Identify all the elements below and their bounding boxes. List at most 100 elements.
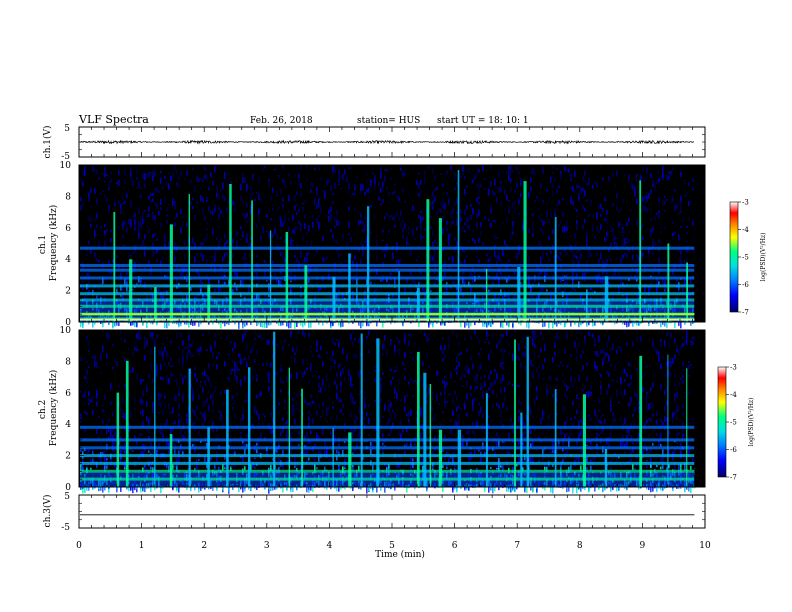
spectrogram-speckle: [448, 266, 450, 269]
spectrogram-speckle: [606, 270, 608, 276]
spectrogram-speckle: [198, 320, 200, 327]
spectrogram-speckle: [468, 321, 470, 329]
spectrogram-speckle: [310, 364, 312, 372]
spectrogram-speckle: [232, 238, 234, 244]
spectrogram-speckle: [242, 406, 244, 414]
spectrogram-speckle: [192, 237, 194, 245]
spectrogram-speckle: [180, 272, 182, 280]
spectrogram-speckle: [692, 177, 694, 183]
spectrogram-speckle: [240, 195, 242, 201]
spectrogram-speckle: [334, 182, 336, 189]
spectrogram-speckle: [158, 394, 160, 400]
spectrogram-speckle: [314, 253, 316, 257]
spectrogram-speckle: [312, 375, 314, 378]
spectrogram-speckle: [266, 339, 268, 345]
spectrogram-speckle: [424, 288, 426, 292]
spectrogram-speckle: [246, 344, 248, 351]
spectrogram-speckle: [252, 366, 254, 370]
spectrogram-speckle: [430, 321, 432, 325]
spectrogram-speckle: [312, 401, 314, 404]
spectrogram-speckle: [274, 272, 276, 275]
spectrogram-speckle: [366, 173, 368, 176]
spectrogram-speckle: [136, 333, 138, 338]
spectrogram-speckle: [182, 349, 184, 355]
spectrogram-speckle: [284, 217, 286, 223]
spectrogram-speckle: [340, 409, 342, 413]
spectrogram-speckle: [200, 346, 202, 352]
spectrogram-speckle: [300, 392, 302, 396]
spectrogram-speckle: [176, 271, 178, 274]
spectrogram-speckle: [296, 336, 298, 339]
spectrogram-speckle: [198, 286, 200, 292]
spectrogram-speckle: [106, 429, 108, 435]
spectrogram-speckle: [218, 466, 220, 473]
spectrogram-speckle: [522, 229, 524, 233]
spectrogram-speckle: [244, 335, 246, 339]
spectrogram-speckle: [310, 449, 312, 451]
spectrogram-speckle: [498, 278, 500, 284]
spectrogram-speckle: [258, 266, 260, 271]
spectrogram-speckle: [446, 229, 448, 232]
spectrogram-speckle: [664, 321, 666, 327]
spectrogram-speckle: [476, 213, 478, 219]
spectrogram-speckle: [272, 187, 274, 193]
spectrogram-speckle: [154, 215, 156, 220]
spectrogram-speckle: [148, 374, 150, 379]
spectrogram-speckle: [480, 231, 482, 237]
spectrogram-speckle: [174, 260, 176, 263]
spectrogram-speckle: [164, 239, 166, 243]
spectrogram-speckle: [290, 321, 292, 329]
spectrogram-speckle: [290, 286, 292, 290]
spectrogram-speckle: [418, 172, 420, 175]
spectrogram-speckle: [246, 218, 248, 224]
spectrogram-speckle: [580, 254, 582, 259]
spectrogram-speckle: [430, 202, 432, 206]
spectrogram-speckle: [86, 335, 88, 340]
spectrogram-speckle: [316, 348, 318, 352]
spectrogram-speckle: [546, 252, 548, 256]
spectrogram-speckle: [374, 289, 376, 293]
spectrogram-speckle: [336, 292, 338, 300]
spectrogram-speckle: [214, 256, 216, 263]
spectrogram-speckle: [106, 229, 108, 233]
spectrogram-speckle: [454, 173, 456, 180]
spectrogram-burst: [367, 206, 370, 322]
spectrogram-speckle: [328, 397, 330, 400]
spectrogram-speckle: [272, 278, 274, 283]
colorbar-tick-label: -6: [742, 281, 749, 289]
spectrogram-speckle: [212, 393, 214, 399]
spectrogram-speckle: [154, 339, 156, 347]
spectrogram-speckle: [380, 203, 382, 206]
spectrogram-speckle: [252, 345, 254, 352]
spectrogram-speckle: [540, 182, 542, 188]
spectrogram-speckle: [84, 447, 86, 452]
spectrogram-speckle: [84, 376, 86, 380]
spectrogram-speckle: [578, 261, 580, 267]
spectrogram-speckle: [150, 466, 152, 470]
spectrogram-speckle: [214, 252, 216, 257]
spectrogram-speckle: [120, 330, 122, 335]
spectrogram-speckle: [212, 429, 214, 432]
spectrogram-speckle: [154, 187, 156, 195]
spectrogram-speckle: [242, 358, 244, 364]
spectrogram-speckle: [624, 320, 626, 326]
spectrogram-speckle: [98, 416, 100, 418]
spectrogram-speckle: [416, 180, 418, 186]
spectrogram-speckle: [490, 222, 492, 228]
spectrogram-speckle: [438, 220, 440, 222]
spectrogram-speckle: [142, 409, 144, 417]
spectrogram-speckle: [182, 392, 184, 396]
spectrogram-speckle: [300, 295, 302, 297]
spectrogram-burst: [686, 262, 688, 322]
spectrogram-speckle: [504, 240, 506, 246]
spectrogram-speckle: [88, 397, 90, 402]
spectrogram-speckle: [88, 385, 90, 387]
spectrogram-speckle: [264, 260, 266, 263]
spectrogram-speckle: [508, 205, 510, 213]
spectrogram-speckle: [314, 167, 316, 171]
spectrogram-speckle: [152, 293, 154, 300]
spectrogram-speckle: [392, 191, 394, 196]
spectrogram-speckle: [224, 360, 226, 367]
spectrogram-speckle: [542, 220, 544, 227]
spectrogram-speckle: [106, 458, 108, 461]
